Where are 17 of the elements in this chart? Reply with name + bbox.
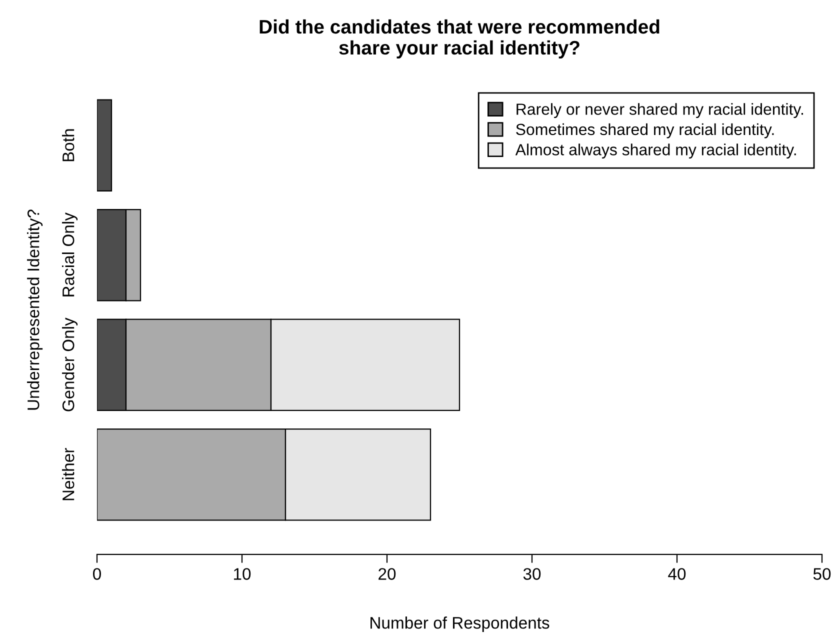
x-tick-label: 30 <box>523 568 541 580</box>
legend-label: Rarely or never shared my racial identity. <box>516 103 803 118</box>
chart-title: Did the candidates that were recommended share your racial identity? <box>260 19 660 58</box>
x-tick-label: 0 <box>93 568 101 580</box>
y-axis-title: Underrepresented Identity? <box>27 210 43 410</box>
bar <box>97 99 112 192</box>
y-tick-label: Neither <box>62 448 74 500</box>
y-tick-label: Both <box>62 129 74 162</box>
y-tick-label: Gender Only <box>62 318 78 412</box>
legend-label: Almost always shared my racial identity. <box>515 144 796 159</box>
y-tick-label: Racial Only <box>62 212 78 296</box>
x-tick-label: 10 <box>234 568 251 580</box>
x-axis-title: Number of Respondents <box>370 616 550 632</box>
x-tick-label: 50 <box>813 568 831 580</box>
legend-label: Sometimes shared my racial identity. <box>516 123 774 138</box>
x-tick-label: 40 <box>668 568 686 580</box>
x-tick-label: 20 <box>378 568 396 580</box>
